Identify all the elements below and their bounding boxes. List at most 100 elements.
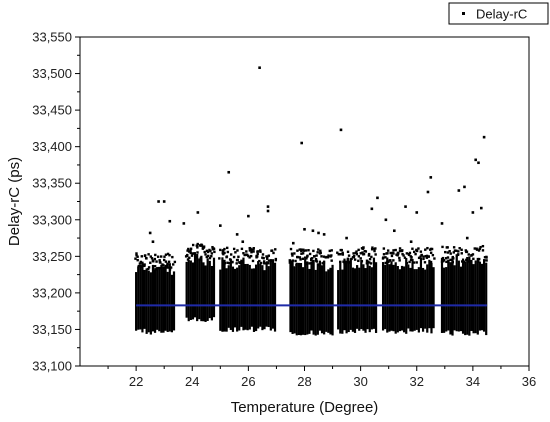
- data-column: [318, 260, 322, 331]
- data-column: [248, 264, 251, 330]
- data-point: [409, 240, 413, 244]
- data-column: [200, 255, 203, 322]
- data-point: [452, 251, 455, 254]
- data-point: [467, 253, 470, 256]
- y-tick-label: 33,550: [32, 30, 72, 45]
- data-point: [316, 251, 319, 254]
- data-point: [386, 249, 390, 252]
- x-tick-label: 30: [353, 374, 367, 389]
- data-point: [166, 266, 169, 269]
- data-column: [196, 254, 199, 322]
- data-point: [339, 253, 342, 256]
- data-point: [149, 255, 153, 258]
- data-point: [267, 262, 270, 265]
- data-column: [478, 261, 481, 331]
- data-point: [392, 249, 395, 252]
- data-point: [398, 249, 402, 253]
- data-point: [429, 176, 433, 179]
- data-point: [256, 255, 259, 258]
- data-point: [156, 255, 160, 258]
- data-point: [164, 266, 167, 269]
- data-column: [257, 261, 260, 329]
- data-point: [386, 252, 389, 255]
- data-point: [274, 248, 277, 251]
- data-point: [424, 255, 427, 258]
- data-point: [446, 246, 449, 249]
- data-point: [460, 252, 463, 255]
- data-point: [241, 260, 245, 264]
- data-column: [246, 263, 249, 331]
- data-point: [374, 253, 377, 256]
- data-point: [359, 257, 362, 260]
- y-tick-label: 33,300: [32, 212, 72, 227]
- data-column: [343, 258, 346, 331]
- data-point: [390, 254, 394, 258]
- data-column: [455, 256, 458, 332]
- data-point: [391, 251, 394, 255]
- data-point: [231, 260, 234, 264]
- data-point: [187, 250, 191, 253]
- data-column: [405, 257, 408, 334]
- data-point: [191, 252, 194, 255]
- data-column: [370, 267, 373, 330]
- data-column: [308, 268, 311, 334]
- data-column: [291, 259, 294, 334]
- data-column: [225, 268, 228, 332]
- data-point: [149, 261, 152, 264]
- data-point: [258, 66, 261, 70]
- x-axis: 22 24 26 28 30 32 34 36: [107, 366, 536, 389]
- data-column: [250, 268, 253, 327]
- data-point: [329, 255, 332, 258]
- data-column: [424, 269, 427, 329]
- data-point: [259, 250, 262, 253]
- data-point: [147, 253, 150, 256]
- data-point: [444, 257, 448, 260]
- data-point: [228, 262, 231, 265]
- data-column: [168, 265, 171, 332]
- data-point: [470, 254, 473, 257]
- data-point: [189, 249, 192, 252]
- data-point: [392, 259, 395, 262]
- data-point: [319, 249, 322, 252]
- data-point: [445, 260, 448, 264]
- data-point: [357, 248, 360, 252]
- data-point: [372, 261, 376, 264]
- data-column: [147, 270, 150, 333]
- data-point: [317, 248, 320, 251]
- data-point: [242, 252, 245, 255]
- data-column: [233, 268, 237, 328]
- data-column: [468, 256, 471, 336]
- data-point: [408, 260, 411, 264]
- data-point: [164, 253, 168, 256]
- data-point: [140, 265, 144, 269]
- data-point: [352, 252, 355, 255]
- data-point: [485, 259, 488, 262]
- data-column: [470, 259, 473, 331]
- data-column: [240, 259, 243, 327]
- data-point: [266, 257, 269, 260]
- data-column: [368, 265, 371, 333]
- data-point: [151, 240, 155, 244]
- data-point: [139, 260, 142, 264]
- data-point: [322, 233, 326, 236]
- data-column: [417, 267, 420, 333]
- data-column: [170, 274, 173, 333]
- data-point: [298, 248, 301, 251]
- data-point: [203, 250, 206, 254]
- data-column: [244, 263, 247, 330]
- data-point: [474, 158, 477, 162]
- data-point: [345, 236, 348, 240]
- data-point: [290, 252, 294, 255]
- data-point: [186, 253, 189, 257]
- data-point: [471, 253, 475, 256]
- data-point: [479, 206, 483, 210]
- data-point: [189, 251, 192, 255]
- data-point: [451, 260, 454, 264]
- data-point: [370, 255, 373, 259]
- data-point: [463, 185, 466, 189]
- data-point: [382, 253, 386, 256]
- data-point: [194, 256, 198, 259]
- data-point: [441, 245, 444, 249]
- data-point: [412, 261, 416, 264]
- x-tick-label: 24: [185, 374, 199, 389]
